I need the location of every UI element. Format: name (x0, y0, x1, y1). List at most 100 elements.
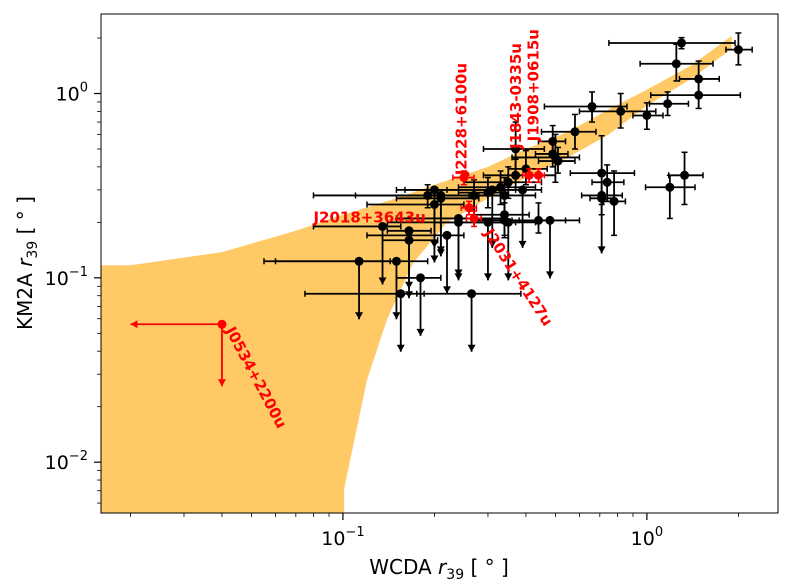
source-label: J1843-0335u (507, 43, 525, 150)
data-point (725, 32, 753, 66)
data-point-marker (677, 38, 687, 48)
upper-limit-arrow-head (518, 240, 527, 248)
upper-limit-marker (391, 256, 401, 266)
upper-limit-marker (467, 289, 477, 299)
data-point (667, 151, 704, 206)
data-point-marker (663, 99, 673, 109)
data-point-marker (483, 188, 493, 198)
data-point-marker (733, 45, 743, 55)
plot-frame (100, 13, 779, 514)
data-point-marker (609, 196, 619, 206)
upper-limit-arrow-head (396, 344, 405, 352)
x-tick-label: 10−1 (321, 525, 364, 550)
upper-limit-arrow-head (436, 249, 445, 257)
source-label: J2018+3643u (312, 208, 425, 226)
data-point-marker (534, 215, 544, 225)
data-point (589, 181, 615, 216)
x-tick-exponent: 0 (655, 525, 663, 540)
upper-limit-marker (396, 289, 406, 299)
y-tick-exponent: −2 (69, 449, 88, 464)
highlighted-marker (464, 203, 474, 213)
y-axis-label-text: KM2A (13, 273, 37, 330)
highlighted-source: J2018+3643u (312, 200, 478, 226)
upper-limit-marker (378, 221, 388, 231)
x-axis-label-subscript: 39 (446, 567, 464, 583)
highlighted-marker (524, 170, 534, 180)
axes-ticks-layer (94, 37, 739, 520)
data-point (543, 91, 628, 123)
y-limit-arrow-head (217, 379, 226, 387)
data-point-marker (550, 152, 560, 162)
upper-limit-marker (429, 185, 439, 195)
data-point-marker (680, 170, 690, 180)
data-point-marker (616, 106, 626, 116)
upper-limit-arrow-head (355, 312, 364, 320)
data-point-marker (511, 144, 521, 154)
upper-limit-arrow-head (430, 240, 439, 248)
upper-limit-point (312, 221, 402, 285)
data-point-marker (665, 182, 675, 192)
data-point-marker (602, 177, 612, 187)
data-point-marker (597, 168, 607, 178)
upper-limit-arrow-head (483, 273, 492, 281)
data-point-marker (694, 74, 704, 84)
data-point-marker (503, 177, 513, 187)
upper-limit-marker (404, 235, 414, 245)
highlighted-marker (459, 173, 469, 183)
upper-limit-point (263, 256, 391, 320)
upper-limit-arrow-head (378, 277, 387, 285)
y-axis-label: KM2A r39 [ ° ] (13, 196, 42, 330)
upper-limit-arrow-head (443, 286, 452, 294)
x-axis-label-unit: [ ° ] (470, 555, 508, 579)
y-tick-mantissa: 10 (45, 268, 69, 290)
data-point (648, 91, 690, 117)
data-point (650, 79, 742, 110)
upper-limit-marker (404, 226, 414, 236)
upper-limit-marker (453, 217, 463, 227)
x-axis-label-text: WCDA (369, 555, 432, 579)
upper-limit-point (386, 217, 506, 281)
upper-limit-point (395, 185, 448, 248)
data-point (608, 36, 736, 50)
y-tick-label: 100 (56, 81, 88, 106)
source-label: J2031+4127u (480, 225, 557, 330)
x-tick-label: 100 (631, 525, 663, 550)
x-tick-mantissa: 10 (631, 528, 655, 550)
data-point (511, 202, 567, 234)
data-point (644, 174, 696, 220)
source-label: J1908+0615u (525, 29, 543, 142)
y-tick-mantissa: 10 (45, 452, 69, 474)
x-axis-label-symbol: r (438, 555, 448, 579)
upper-limit-point (416, 289, 522, 352)
upper-limit-arrow-head (430, 255, 439, 263)
upper-limit-point (395, 273, 442, 336)
data-point (457, 170, 537, 206)
data-point (602, 170, 627, 237)
data-point-marker (511, 170, 521, 180)
data-point (354, 183, 480, 209)
y-tick-label: 10−2 (45, 449, 88, 474)
x-limit-arrow-head (130, 320, 138, 329)
data-point (632, 102, 664, 130)
data-point (511, 133, 581, 184)
upper-limit-arrow-head (467, 344, 476, 352)
highlighted-source: J2228+6100u (452, 63, 475, 186)
upper-limit-arrow-head (597, 246, 606, 254)
data-point-marker (499, 215, 509, 225)
upper-limit-arrow-head (416, 328, 425, 336)
upper-limit-point (304, 289, 425, 352)
data-point (578, 92, 657, 129)
x-tick-exponent: −1 (345, 525, 364, 540)
highlighted-source: J1908+0615u (525, 29, 546, 184)
source-label: J2228+6100u (452, 63, 470, 176)
highlighted-marker (534, 170, 544, 180)
y-axis-label-symbol: r (13, 257, 37, 267)
data-point-marker (587, 102, 597, 112)
data-point (540, 113, 597, 150)
data-point-marker (423, 190, 433, 200)
upper-limit-arrow-head (405, 291, 414, 299)
upper-limit-marker (416, 273, 426, 283)
data-point (639, 43, 714, 82)
upper-limit-marker (442, 230, 452, 240)
